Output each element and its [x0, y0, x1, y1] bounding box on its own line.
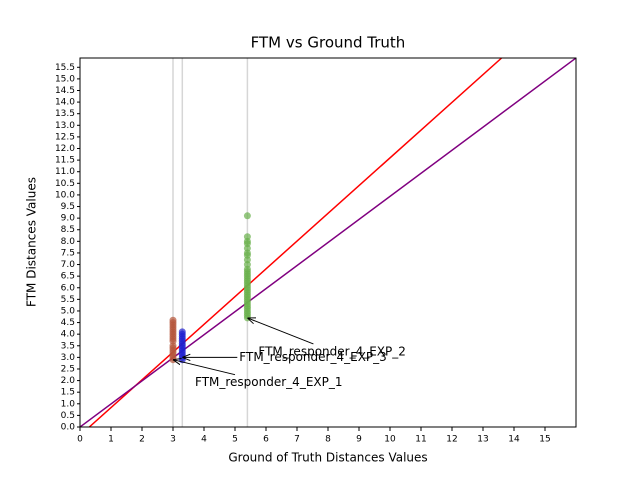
y-tick-label: 6.5	[61, 272, 75, 282]
annotation-label: FTM_responder_4_EXP_3	[239, 350, 386, 364]
y-tick-label: 4.5	[61, 318, 75, 328]
y-tick-label: 13.5	[55, 109, 75, 119]
y-tick-label: 9.5	[61, 202, 75, 212]
y-tick-label: 2.0	[61, 376, 76, 386]
x-tick-label: 8	[325, 435, 331, 445]
annotation-arrow	[173, 360, 236, 376]
y-tick-label: 14.5	[55, 86, 75, 96]
y-tick-label: 5.0	[61, 306, 76, 316]
x-tick-label: 9	[356, 435, 362, 445]
x-tick-label: 11	[415, 435, 426, 445]
scatter-point	[243, 212, 251, 220]
x-tick-label: 1	[108, 435, 114, 445]
y-tick-label: 2.5	[61, 364, 75, 374]
y-tick-label: 15.5	[55, 63, 75, 73]
x-tick-label: 2	[139, 435, 145, 445]
x-tick-label: 14	[508, 435, 520, 445]
x-axis-label: Ground of Truth Distances Values	[228, 451, 427, 465]
x-tick-label: 5	[232, 435, 238, 445]
y-tick-label: 1.5	[61, 388, 75, 398]
y-tick-label: 1.0	[61, 399, 76, 409]
reference-line	[88, 58, 503, 427]
y-tick-label: 6.0	[61, 283, 76, 293]
y-tick-label: 0.0	[61, 423, 76, 433]
y-tick-label: 12.0	[55, 144, 75, 154]
y-tick-label: 7.0	[61, 260, 76, 270]
y-tick-label: 15.0	[55, 74, 75, 84]
y-tick-label: 9.0	[61, 214, 76, 224]
annotation-label: FTM_responder_4_EXP_2	[258, 344, 406, 358]
y-tick-label: 13.0	[55, 121, 75, 131]
scatter-point	[243, 233, 251, 241]
y-tick-label: 4.0	[61, 330, 76, 340]
scatter-point	[178, 328, 186, 336]
y-tick-label: 11.5	[55, 156, 75, 166]
annotation-arrow	[247, 318, 314, 345]
x-tick-label: 4	[201, 435, 207, 445]
reference-line	[80, 58, 576, 427]
annotation-label: FTM_responder_4_EXP_1	[195, 375, 343, 389]
x-tick-label: 10	[384, 435, 396, 445]
x-tick-label: 12	[446, 435, 457, 445]
y-tick-label: 0.5	[61, 411, 75, 421]
y-tick-label: 10.0	[55, 190, 75, 200]
y-tick-label: 3.5	[61, 341, 75, 351]
y-tick-label: 8.5	[61, 225, 75, 235]
y-tick-label: 7.5	[61, 248, 75, 258]
y-tick-label: 14.0	[55, 98, 75, 108]
x-tick-label: 7	[294, 435, 300, 445]
chart-title: FTM vs Ground Truth	[251, 34, 406, 52]
y-tick-label: 3.0	[61, 353, 76, 363]
scatter-point	[169, 316, 177, 324]
x-tick-label: 6	[263, 435, 269, 445]
y-axis-label: FTM Distances Values	[25, 177, 39, 307]
y-tick-label: 8.0	[61, 237, 76, 247]
x-tick-label: 15	[539, 435, 550, 445]
y-tick-label: 11.0	[55, 167, 75, 177]
x-tick-label: 13	[477, 435, 488, 445]
axes-frame	[79, 57, 577, 428]
y-tick-label: 10.5	[55, 179, 75, 189]
y-tick-label: 5.5	[61, 295, 75, 305]
x-tick-label: 3	[170, 435, 176, 445]
plot-area	[80, 58, 576, 427]
y-tick-label: 12.5	[55, 132, 75, 142]
x-tick-label: 0	[77, 435, 83, 445]
